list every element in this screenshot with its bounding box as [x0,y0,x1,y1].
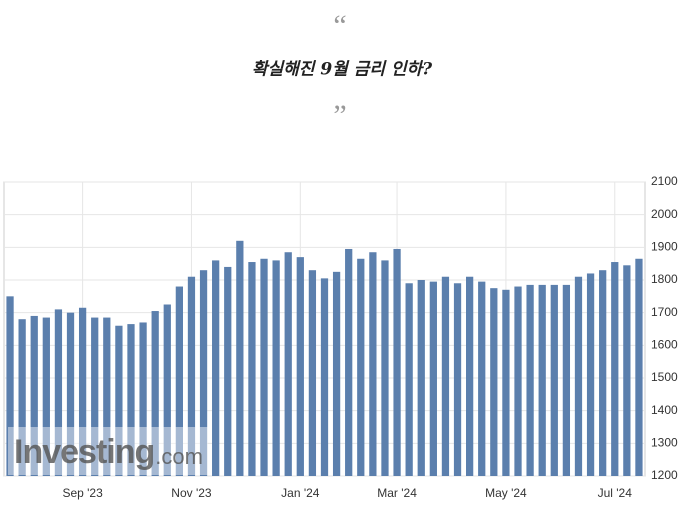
headline: 확실해진 9월 금리 인하? [252,60,433,80]
bar [562,284,571,476]
bar [103,317,111,476]
bar [550,284,558,476]
x-tick-label: Sep '23 [62,486,103,500]
bar [574,276,583,476]
bar [357,258,365,476]
bar [115,325,123,476]
bar [54,309,63,476]
bar [199,270,208,476]
bar [417,280,425,476]
bar [514,286,522,476]
x-tick-label: May '24 [485,486,527,500]
bar [308,270,317,476]
bar [453,283,462,476]
bar [490,288,498,476]
bar [635,258,643,476]
bar [623,265,631,476]
bar [441,276,450,476]
bar [599,270,607,476]
y-tick-label: 1300 [651,436,678,450]
bar [236,240,244,476]
y-tick-label: 1400 [651,403,678,417]
bar [272,260,280,476]
bar [478,281,486,476]
bar [611,262,619,476]
y-tick-label: 1700 [651,305,678,319]
bar [381,260,389,476]
bar [260,258,268,476]
bar [224,266,232,476]
bar [163,304,171,476]
bar [405,283,413,476]
x-tick-label: Nov '23 [171,486,212,500]
watermark-suffix: .com [155,444,203,469]
watermark-box [8,427,208,475]
y-tick-label: 1900 [651,240,678,254]
bar [175,286,183,476]
y-tick-label: 2100 [651,174,678,188]
bar [139,322,147,476]
bar [18,319,26,476]
bar [369,252,377,476]
bar [66,312,75,476]
quote-close: ” [333,99,346,132]
bar [345,248,353,476]
bar [526,284,534,476]
bar [284,252,292,476]
y-tick-label: 2000 [651,207,678,221]
bar [538,284,546,476]
bar [6,296,14,476]
y-tick-label: 1500 [651,370,678,384]
quote-open: “ [333,9,346,42]
y-tick-label: 1800 [651,272,678,286]
bar [502,289,510,476]
x-tick-label: Mar '24 [377,486,417,500]
bar [429,281,437,476]
watermark: Investing [14,433,154,471]
y-tick-label: 1600 [651,338,678,352]
x-tick-label: Jul '24 [598,486,633,500]
bar [78,307,87,476]
bar [127,324,135,476]
bar [91,317,99,476]
bar [212,260,220,476]
bar [320,278,329,476]
bar [296,257,304,476]
bar [248,262,256,476]
bar [187,276,196,476]
bar [466,276,474,476]
bar [332,271,341,476]
y-tick-label: 1200 [651,468,678,482]
bar [393,248,401,476]
bar [586,273,595,476]
bar [42,317,50,476]
bar [151,311,159,476]
x-tick-label: Jan '24 [281,486,320,500]
bar [30,315,38,476]
